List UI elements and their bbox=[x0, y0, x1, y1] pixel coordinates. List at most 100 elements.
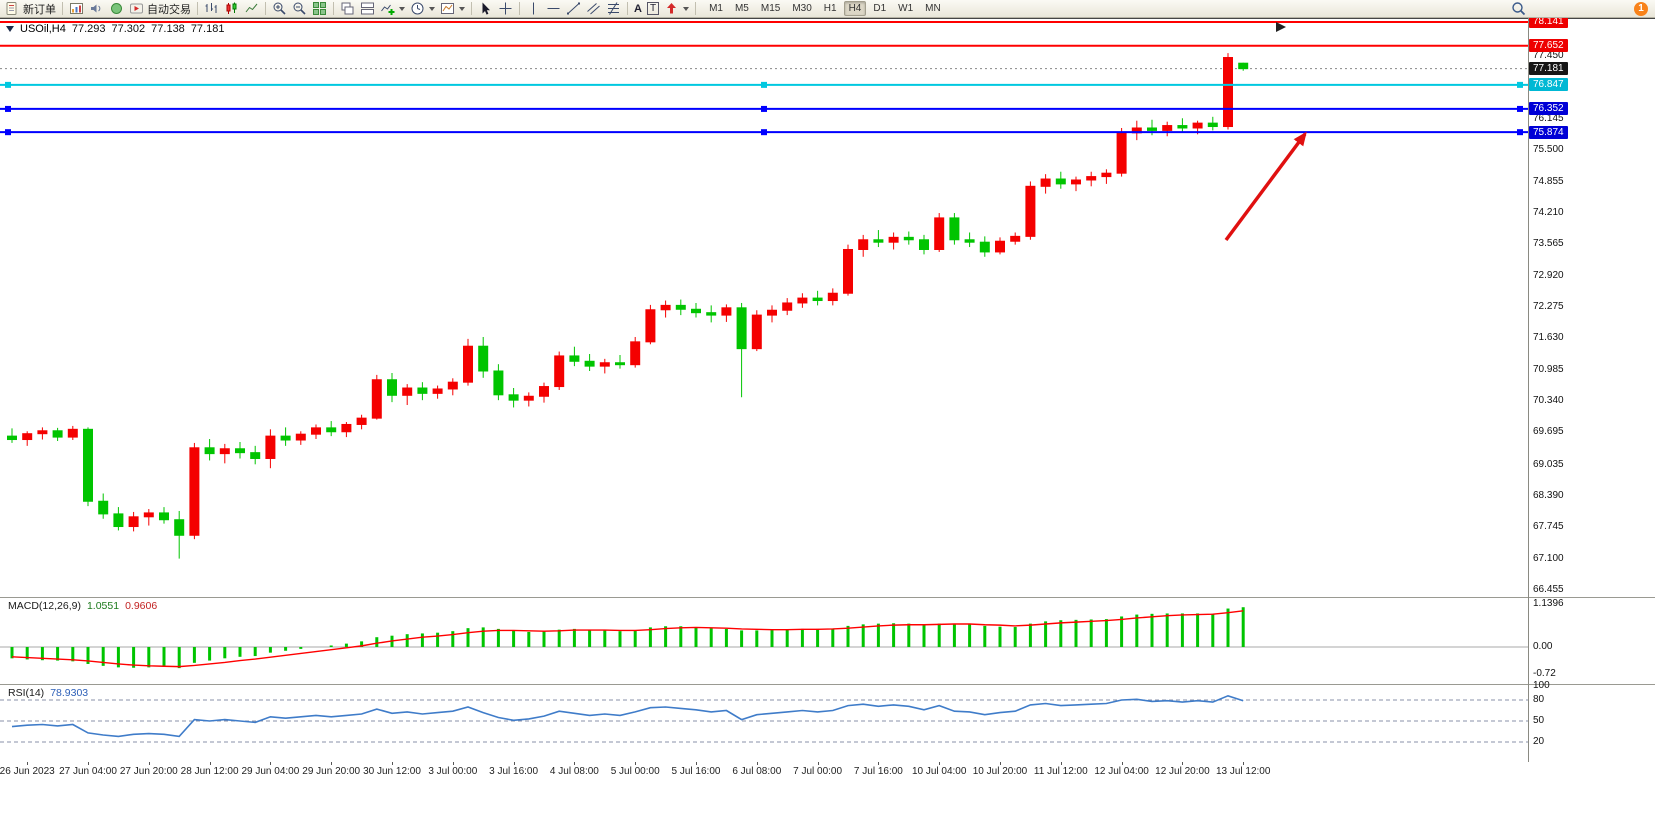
timeframe-h4-button[interactable]: H4 bbox=[843, 1, 867, 16]
market-watch-icon bbox=[70, 3, 83, 14]
vertical-line-button[interactable] bbox=[524, 1, 543, 17]
time-tick bbox=[1243, 762, 1245, 765]
crosshair-icon bbox=[499, 2, 512, 15]
time-tick-label: 27 Jun 04:00 bbox=[59, 766, 117, 777]
dropdown-caret-icon bbox=[459, 6, 465, 11]
panel-divider[interactable] bbox=[0, 684, 1655, 685]
new-order-button[interactable]: 新订单 bbox=[3, 1, 58, 17]
time-tick-label: 10 Jul 04:00 bbox=[911, 766, 967, 777]
time-tick-label: 12 Jul 04:00 bbox=[1094, 766, 1149, 777]
market-watch-button[interactable] bbox=[67, 1, 86, 17]
time-tick-label: 28 Jun 12:00 bbox=[180, 766, 239, 777]
community-button[interactable] bbox=[107, 1, 126, 17]
quote-low: 77.138 bbox=[151, 23, 185, 35]
toolbar-separator bbox=[265, 2, 266, 15]
time-tick-label: 13 Jul 12:00 bbox=[1215, 766, 1271, 777]
toolbar: 新订单 自动交易 bbox=[0, 0, 1655, 18]
label-icon: T bbox=[646, 2, 660, 15]
rsi-name: RSI(14) bbox=[8, 687, 45, 699]
toolbar-separator bbox=[519, 2, 520, 15]
time-tick-label: 3 Jul 00:00 bbox=[428, 766, 478, 777]
fibonacci-button[interactable] bbox=[604, 1, 623, 17]
toolbar-right-group: 1 bbox=[1509, 1, 1652, 17]
time-tick-label: 3 Jul 16:00 bbox=[489, 766, 539, 777]
trendline-icon bbox=[567, 2, 580, 15]
time-tick-label: 10 Jul 20:00 bbox=[972, 766, 1028, 777]
fibonacci-icon bbox=[608, 2, 619, 15]
notification-badge[interactable]: 1 bbox=[1634, 1, 1648, 16]
one-click-trading-expander-icon[interactable] bbox=[6, 26, 14, 32]
arrow-shapes-icon bbox=[667, 3, 677, 14]
alerts-button[interactable] bbox=[87, 1, 106, 17]
timeframe-d1-button[interactable]: D1 bbox=[873, 3, 887, 14]
alerts-icon bbox=[91, 4, 101, 13]
toolbar-separator bbox=[627, 2, 628, 15]
zoom-out-button[interactable] bbox=[290, 1, 309, 17]
new-order-icon bbox=[6, 2, 17, 15]
label-tool-button[interactable]: T bbox=[645, 1, 661, 17]
time-tick bbox=[209, 762, 211, 765]
zoom-in-button[interactable] bbox=[270, 1, 289, 17]
cursor-button[interactable] bbox=[476, 1, 495, 17]
cascade-windows-icon bbox=[341, 2, 354, 15]
hline-icon bbox=[547, 8, 560, 9]
community-icon bbox=[111, 3, 122, 14]
toolbar-separator bbox=[333, 2, 334, 15]
arrow-shapes-button[interactable] bbox=[662, 1, 691, 17]
rsi-value: 78.9303 bbox=[50, 687, 89, 699]
time-tick-label: 26 Jun 2023 bbox=[0, 766, 55, 777]
time-tick bbox=[635, 762, 637, 765]
time-tick bbox=[1060, 762, 1062, 765]
candles-chart-icon bbox=[226, 2, 237, 14]
text-tool-button[interactable]: A bbox=[632, 1, 644, 17]
timeframe-mn-button[interactable]: MN bbox=[925, 3, 941, 14]
periods-button[interactable] bbox=[408, 1, 437, 17]
panel-divider[interactable] bbox=[0, 597, 1655, 598]
toolbar-separator bbox=[62, 2, 63, 15]
autotrading-button[interactable]: 自动交易 bbox=[127, 1, 193, 17]
bars-chart-icon bbox=[205, 3, 217, 13]
templates-button[interactable] bbox=[438, 1, 467, 17]
horizontal-line-button[interactable] bbox=[544, 1, 563, 17]
time-tick-label: 7 Jul 00:00 bbox=[793, 766, 843, 777]
bars-chart-button[interactable] bbox=[202, 1, 221, 17]
line-chart-button[interactable] bbox=[242, 1, 261, 17]
timeframe-m1-button[interactable]: M1 bbox=[709, 3, 723, 14]
time-tick-label: 5 Jul 00:00 bbox=[610, 766, 660, 777]
timeframe-w1-button[interactable]: W1 bbox=[898, 3, 914, 14]
arrange-windows-button[interactable] bbox=[358, 1, 377, 17]
candles-chart-button[interactable] bbox=[222, 1, 241, 17]
time-tick bbox=[452, 762, 454, 765]
channel-button[interactable] bbox=[584, 1, 603, 17]
chart-symbol-title[interactable]: USOil,H4 77.293 77.302 77.138 77.181 bbox=[6, 23, 224, 35]
time-tick bbox=[1182, 762, 1184, 765]
timeframe-m15-button[interactable]: M15 bbox=[760, 3, 781, 14]
time-axis: 26 Jun 2023 27 Jun 04:00 27 Jun 20:00 28 Ju… bbox=[0, 762, 1655, 782]
time-tick bbox=[270, 762, 272, 765]
indicators-button[interactable] bbox=[378, 1, 407, 17]
timeframe-h1-button[interactable]: H1 bbox=[823, 3, 837, 14]
chart-window bbox=[0, 18, 1655, 783]
channel-icon bbox=[587, 3, 600, 15]
search-button[interactable] bbox=[1509, 1, 1528, 17]
time-tick bbox=[878, 762, 880, 765]
time-tick bbox=[27, 762, 29, 765]
timeframe-m5-button[interactable]: M5 bbox=[734, 3, 749, 14]
rsi-canvas[interactable] bbox=[0, 684, 1528, 762]
dropdown-caret-icon bbox=[429, 6, 435, 11]
macd-indicator-label: MACD(12,26,9) 1.0551 0.9606 bbox=[8, 600, 157, 612]
macd-canvas[interactable] bbox=[0, 597, 1528, 684]
time-tick-label: 7 Jul 16:00 bbox=[853, 766, 903, 777]
time-tick bbox=[513, 762, 515, 765]
price-axis-divider bbox=[1528, 18, 1529, 782]
time-tick-label: 12 Jul 20:00 bbox=[1155, 766, 1210, 777]
main-chart-canvas[interactable] bbox=[0, 18, 1528, 597]
cascade-windows-button[interactable] bbox=[338, 1, 357, 17]
time-tick bbox=[696, 762, 697, 765]
tile-windows-button[interactable] bbox=[310, 1, 329, 17]
timeframe-m30-button[interactable]: M30 bbox=[792, 3, 812, 14]
time-tick bbox=[88, 762, 89, 765]
trendline-button[interactable] bbox=[564, 1, 583, 17]
crosshair-button[interactable] bbox=[496, 1, 515, 17]
